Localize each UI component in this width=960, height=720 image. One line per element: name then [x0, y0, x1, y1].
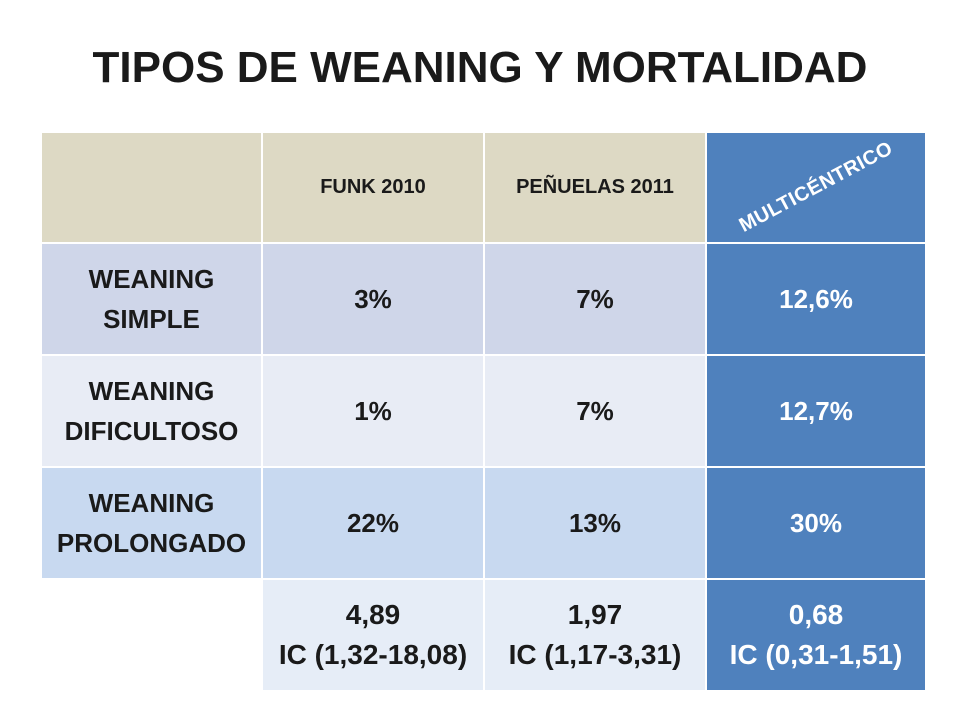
- table-cell: 13%: [485, 468, 705, 578]
- column-header-label: FUNK 2010: [320, 176, 426, 198]
- row-label-weaning-simple: WEANING SIMPLE: [42, 244, 261, 354]
- row-label-line: WEANING: [88, 488, 215, 518]
- row-label-line: DIFICULTOSO: [64, 416, 239, 446]
- cell-value: 22%: [346, 507, 400, 538]
- summary-ci: IC (0,31-1,51): [729, 639, 903, 670]
- cell-value: 7%: [576, 283, 614, 314]
- summary-cell: 1,97 IC (1,17-3,31): [485, 580, 705, 690]
- column-header-multicentrico: MULTICÉNTRICO: [707, 133, 925, 242]
- cell-value: 12,7%: [779, 395, 853, 426]
- table-cell: 3%: [263, 244, 483, 354]
- cell-value: 13%: [568, 507, 622, 538]
- column-header-label: PEÑUELAS 2011: [516, 176, 674, 198]
- row-label-weaning-prolongado: WEANING PROLONGADO: [42, 468, 261, 578]
- column-header-funk-2010: FUNK 2010: [263, 133, 483, 242]
- table-cell: 12,7%: [707, 356, 925, 466]
- table-cell: 30%: [707, 468, 925, 578]
- cell-value: 12,6%: [779, 283, 853, 314]
- cell-value: 7%: [576, 395, 614, 426]
- row-label-weaning-dificultoso: WEANING DIFICULTOSO: [42, 356, 261, 466]
- cell-value: 3%: [354, 283, 392, 314]
- table-cell: 1%: [263, 356, 483, 466]
- mortality-table: FUNK 2010 PEÑUELAS 2011 MULTICÉNTRICO WE…: [42, 133, 925, 690]
- row-label-line: WEANING: [88, 264, 215, 294]
- column-header-penuelas-2011: PEÑUELAS 2011: [485, 133, 705, 242]
- table-cell: 7%: [485, 356, 705, 466]
- cell-value: 1%: [354, 395, 392, 426]
- slide-title: TIPOS DE WEANING Y MORTALIDAD: [92, 43, 868, 92]
- summary-cell: 4,89 IC (1,32-18,08): [263, 580, 483, 690]
- cell-value: 30%: [789, 507, 843, 538]
- table-cell: 7%: [485, 244, 705, 354]
- summary-value: 1,97: [567, 599, 623, 630]
- header-corner-cell: [42, 133, 261, 242]
- summary-value: 4,89: [345, 599, 401, 630]
- row-label-line: SIMPLE: [103, 304, 200, 334]
- summary-ci: IC (1,32-18,08): [278, 639, 468, 670]
- row-label-line: PROLONGADO: [56, 528, 247, 558]
- summary-cell: 0,68 IC (0,31-1,51): [707, 580, 925, 690]
- column-header-label: MULTICÉNTRICO: [735, 137, 897, 237]
- table-cell: 22%: [263, 468, 483, 578]
- summary-ci: IC (1,17-3,31): [508, 639, 682, 670]
- empty-cell: [42, 580, 261, 690]
- table-cell: 12,6%: [707, 244, 925, 354]
- summary-value: 0,68: [788, 599, 844, 630]
- row-label-line: WEANING: [88, 376, 215, 406]
